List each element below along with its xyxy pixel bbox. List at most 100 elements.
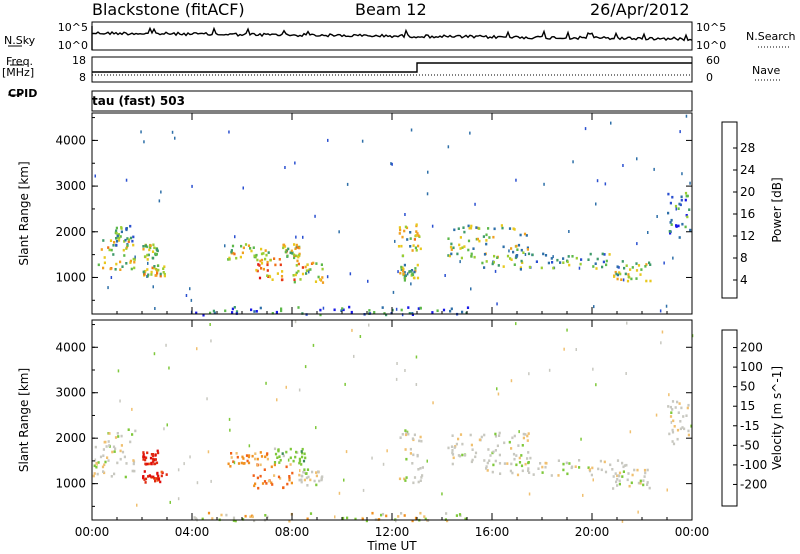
echo-cell xyxy=(306,468,310,471)
echo-cell xyxy=(299,278,302,281)
echo-cell xyxy=(124,238,127,242)
echo-cell xyxy=(153,477,156,480)
echo-cell xyxy=(568,230,570,233)
echo-cell xyxy=(604,470,608,474)
echo-cell xyxy=(661,330,664,334)
echo-cell xyxy=(240,244,243,248)
echo-cell xyxy=(447,145,450,149)
echo-cell xyxy=(625,264,628,267)
echo-cell xyxy=(280,275,284,278)
colorbar-tick-label: 28 xyxy=(740,141,755,155)
echo-cell xyxy=(96,462,98,466)
echo-cell xyxy=(144,458,147,462)
echo-cell xyxy=(312,261,315,265)
echo-cell xyxy=(259,463,262,467)
echo-cell xyxy=(183,462,185,466)
echo-cell xyxy=(513,263,516,266)
echo-cell xyxy=(346,182,349,186)
echo-cell xyxy=(113,472,116,476)
echo-cell xyxy=(298,478,301,482)
echo-cell xyxy=(615,480,618,484)
echo-cell xyxy=(273,257,276,260)
echo-cell xyxy=(412,481,415,485)
echo-cell xyxy=(303,452,306,456)
echo-cell xyxy=(295,235,297,239)
echo-cell xyxy=(156,471,159,475)
echo-region xyxy=(193,511,467,523)
echo-cell xyxy=(475,226,478,229)
echo-cell xyxy=(253,310,256,313)
echo-cell xyxy=(522,251,525,254)
echo-cell xyxy=(687,429,690,433)
echo-cell xyxy=(410,128,413,132)
echo-cell xyxy=(233,252,236,256)
echo-cell xyxy=(409,245,412,248)
echo-cell xyxy=(252,246,255,249)
echo-cell xyxy=(146,275,148,278)
echo-cell xyxy=(284,250,287,254)
echo-cell xyxy=(524,433,527,436)
echo-cell xyxy=(469,433,472,437)
echo-cell xyxy=(126,237,129,240)
echo-cell xyxy=(412,453,415,457)
echo-cell xyxy=(679,203,682,207)
echo-cell xyxy=(298,460,302,463)
echo-cell xyxy=(526,434,529,438)
echo-cell xyxy=(401,254,405,257)
echo-cell xyxy=(129,224,132,228)
echo-cell xyxy=(648,486,651,490)
echo-cell xyxy=(338,230,340,234)
echo-cell xyxy=(498,453,501,457)
echo-cell xyxy=(106,456,109,459)
echo-cell xyxy=(163,265,166,268)
echo-cell xyxy=(251,515,254,519)
echo-cell xyxy=(234,235,236,239)
echo-cell xyxy=(670,411,673,414)
echo-cell xyxy=(288,519,291,523)
echo-cell xyxy=(196,481,199,485)
echo-cell xyxy=(494,459,497,463)
echo-cell xyxy=(681,426,684,429)
echo-cell xyxy=(150,273,153,276)
echo-cell xyxy=(595,267,598,270)
echo-cell xyxy=(686,194,689,198)
echo-cell xyxy=(119,399,121,403)
echo-cell xyxy=(588,468,591,471)
echo-cell xyxy=(515,322,517,326)
echo-cell xyxy=(407,306,410,309)
echo-cell xyxy=(132,459,135,462)
echo-cell xyxy=(294,247,297,250)
echo-cell xyxy=(471,458,474,462)
echo-cell xyxy=(127,240,130,243)
echo-cell xyxy=(120,227,123,230)
echo-cell xyxy=(155,247,159,251)
echo-cell xyxy=(677,224,680,228)
echo-cell xyxy=(415,230,418,233)
echo-cell xyxy=(541,465,544,469)
echo-cell xyxy=(171,130,174,134)
echo-cell xyxy=(604,182,607,186)
echo-cell xyxy=(155,269,159,272)
echo-cell xyxy=(575,348,577,351)
echo-cell xyxy=(411,313,414,316)
echo-cell xyxy=(150,462,153,466)
station-title: Blackstone (fitACF) xyxy=(92,0,245,19)
echo-cell xyxy=(294,273,297,277)
echo-cell xyxy=(132,462,135,466)
echo-cell xyxy=(160,470,163,474)
echo-cell xyxy=(263,468,266,471)
echo-cell xyxy=(630,277,633,281)
echo-cell xyxy=(518,461,522,464)
echo-cell xyxy=(224,309,227,313)
echo-cell xyxy=(603,460,606,464)
echo-cell xyxy=(510,462,513,466)
echo-cell xyxy=(591,466,594,470)
echo-cell xyxy=(690,424,692,428)
echo-cell xyxy=(458,243,461,247)
echo-cell xyxy=(686,406,689,410)
echo-cell xyxy=(254,482,257,486)
echo-cell xyxy=(267,251,270,254)
echo-cell xyxy=(459,433,463,436)
echo-cell xyxy=(669,221,672,224)
echo-cell xyxy=(395,519,397,523)
